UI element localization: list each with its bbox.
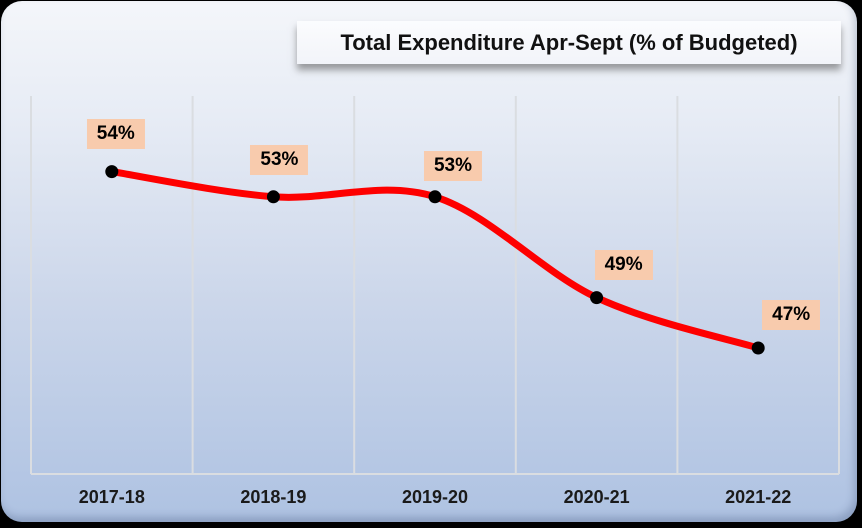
data-point-marker bbox=[428, 190, 442, 204]
data-label: 47% bbox=[762, 300, 821, 330]
chart-title: Total Expenditure Apr-Sept (% of Budgete… bbox=[340, 29, 798, 55]
chart-canvas: 54% 53% 53% 49% 47% 2017-18 2018-19 2019-20 202… bbox=[1, 1, 857, 522]
data-point-marker bbox=[590, 291, 604, 305]
data-label: 53% bbox=[423, 150, 483, 181]
line-chart-plot bbox=[30, 96, 840, 475]
x-axis-label: 2021-22 bbox=[725, 487, 792, 507]
data-point-marker bbox=[751, 341, 765, 355]
x-axis-label: 2019-20 bbox=[401, 487, 469, 507]
data-label: 53% bbox=[250, 144, 309, 175]
data-point-marker bbox=[105, 165, 119, 179]
data-label: 54% bbox=[86, 118, 145, 149]
data-label: 49% bbox=[594, 249, 653, 280]
x-axis-label: 2020-21 bbox=[563, 487, 630, 507]
data-point-marker bbox=[266, 190, 280, 204]
chart-title-box: Total Expenditure Apr-Sept (% of Budgete… bbox=[297, 21, 841, 64]
x-axis-label: 2018-19 bbox=[240, 487, 307, 507]
x-axis-label: 2017-18 bbox=[78, 487, 145, 507]
